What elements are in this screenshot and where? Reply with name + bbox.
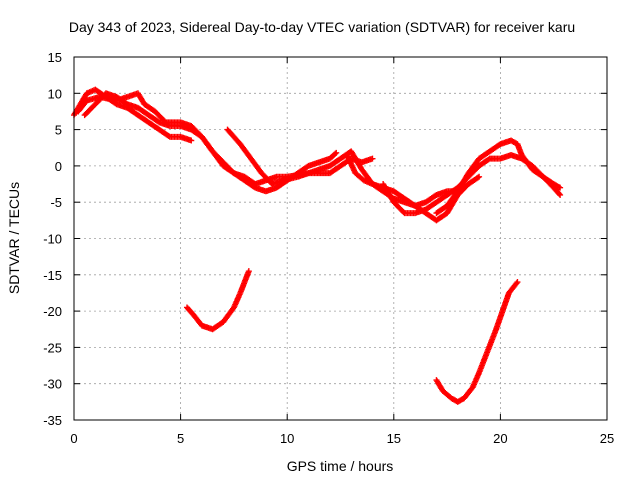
data-point-marker <box>556 190 563 197</box>
data-series <box>71 86 564 405</box>
y-tick-label: 10 <box>48 86 62 101</box>
y-tick-label: -20 <box>43 304 62 319</box>
data-point-marker <box>188 137 195 144</box>
series-track-5 <box>343 152 483 224</box>
data-point-marker <box>245 268 252 275</box>
y-tick-label: -25 <box>43 340 62 355</box>
x-tick-label: 0 <box>70 431 77 446</box>
data-point-marker <box>333 149 340 156</box>
data-point-marker <box>476 173 483 180</box>
x-tick-label: 20 <box>493 431 507 446</box>
data-point-marker <box>165 133 172 140</box>
grid-lines <box>74 57 607 420</box>
data-point-marker <box>557 191 564 198</box>
data-point-marker <box>369 155 376 162</box>
data-point-marker <box>332 150 339 157</box>
y-tick-label: 15 <box>48 50 62 65</box>
data-point-marker <box>485 156 492 163</box>
data-point-marker <box>555 183 562 190</box>
series-track-8 <box>183 268 252 333</box>
data-point-marker <box>514 279 521 286</box>
data-point-marker <box>474 174 481 181</box>
y-tick-label: 0 <box>55 159 62 174</box>
x-tick-label: 5 <box>177 431 184 446</box>
y-tick-label: -5 <box>50 195 62 210</box>
axis-ticks: 0 5 10 15 20 25 -35 -30 -25 -20 -15 -10 -5 0 5 10 15 <box>43 50 614 446</box>
x-tick-label: 25 <box>600 431 614 446</box>
series-track-9 <box>433 279 521 405</box>
y-tick-label: -15 <box>43 268 62 283</box>
series-track-7 <box>433 137 564 217</box>
y-tick-label: 5 <box>55 123 62 138</box>
y-tick-label: -35 <box>43 413 62 428</box>
chart-title: Day 343 of 2023, Sidereal Day-to-day VTE… <box>69 19 575 35</box>
data-point-marker <box>513 280 520 287</box>
x-tick-label: 10 <box>280 431 294 446</box>
y-tick-label: -10 <box>43 232 62 247</box>
x-tick-label: 15 <box>387 431 401 446</box>
y-tick-label: -30 <box>43 377 62 392</box>
x-axis-title: GPS time / hours <box>287 458 394 474</box>
y-axis-title: SDTVAR / TECUs <box>6 182 22 294</box>
data-point-marker <box>557 184 564 191</box>
